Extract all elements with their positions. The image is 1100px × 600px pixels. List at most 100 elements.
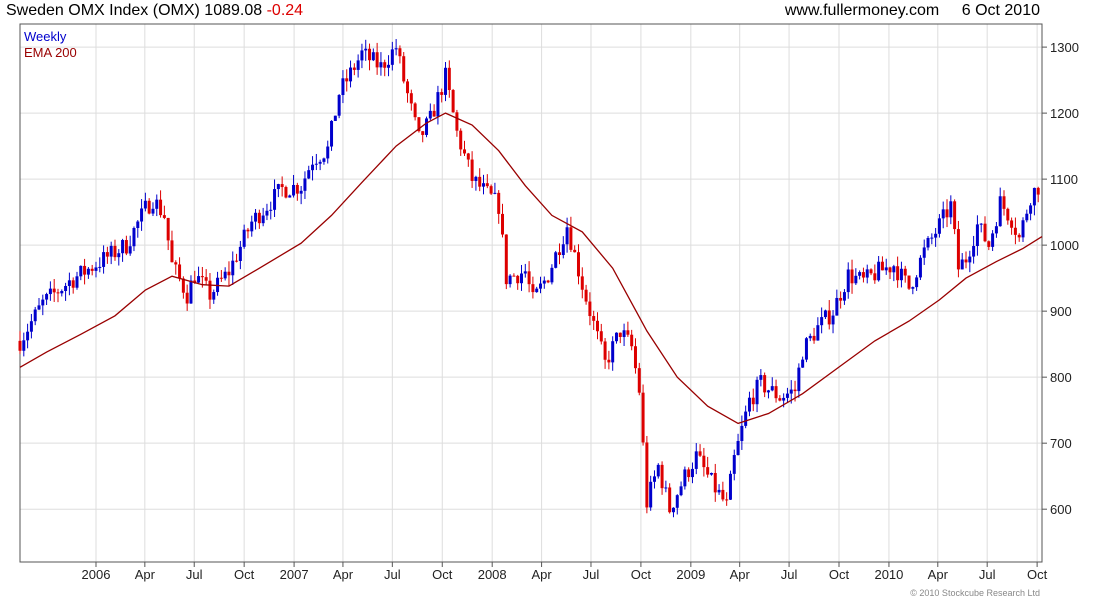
candle-body [242,229,246,247]
candle-body [683,469,687,487]
candle-body [949,201,953,218]
candle-body [896,266,900,281]
candle-body [181,278,185,293]
candle-body [926,237,930,248]
x-tick-label: Jul [186,567,203,582]
candle-body [535,288,539,293]
candle-body [687,469,691,478]
x-tick-label: Jul [583,567,600,582]
candle-body [284,187,288,198]
chart-date: 6 Oct 2010 [961,2,1040,19]
candle-body [789,389,793,394]
candle-body [162,215,166,218]
candle-body [94,267,98,271]
candle-body [880,261,884,271]
candle-body [869,269,873,274]
x-tick-label: 2009 [676,567,705,582]
candle-body [147,200,151,214]
candle-body [953,201,957,230]
candle-body [368,48,372,61]
candle-body [124,240,128,254]
x-tick-label: Oct [829,567,850,582]
candle-body [778,398,782,401]
candle-body [250,221,254,232]
candle-body [26,331,30,341]
candle-body [975,224,979,247]
candle-body [345,78,349,82]
candle-body [865,269,869,278]
candle-body [706,467,710,475]
candle-body [584,289,588,302]
candle-body [383,62,387,68]
candle-body [185,292,189,304]
candle-body [820,317,824,326]
candle-body [1017,234,1021,238]
last-price: 1089.08 [204,2,263,19]
candle-body [531,284,535,293]
candle-body [523,271,527,274]
candle-body [816,325,820,341]
candle-body [235,260,239,262]
candle-body [170,240,174,263]
x-tick-label: Apr [333,567,354,582]
candle-body [413,103,417,118]
candle-body [835,297,839,316]
candle-body [155,199,159,209]
candle-body [774,386,778,399]
candle-body [330,120,334,147]
candle-body [671,507,675,513]
candle-body [721,489,725,500]
candle-body [364,48,368,51]
candle-body [428,110,432,119]
candle-body [444,67,448,95]
candle-body [174,262,178,265]
candle-body [311,164,315,171]
candle-body [846,269,850,293]
candle-body [151,208,155,214]
candle-body [717,489,721,493]
candle-body [649,481,653,508]
candle-body [911,287,915,289]
candle-body [945,209,949,218]
candle-body [873,273,877,281]
candle-body [29,321,33,332]
candle-body [132,227,136,247]
site-link[interactable]: www.fullermoney.com [784,2,940,19]
candle-body [934,233,938,238]
candle-body [941,209,945,219]
candle-body [839,297,843,301]
candle-body [75,276,79,288]
y-tick-label: 1000 [1050,238,1079,253]
candle-body [801,359,805,368]
candle-body [595,320,599,332]
candle-body [406,81,410,94]
candle-body [892,266,896,273]
x-tick-label: Oct [1027,567,1048,582]
candle-body [888,267,892,273]
x-tick-label: Oct [432,567,453,582]
candle-body [113,245,117,258]
candle-body [877,261,881,281]
candle-body [197,276,201,283]
price-change: -0.24 [266,2,304,19]
candle-body [766,390,770,393]
candle-body [90,268,94,271]
y-tick-label: 700 [1050,436,1072,451]
x-tick-label: Jul [979,567,996,582]
candle-body [37,305,41,310]
candle-body [576,252,580,277]
candle-body [504,234,508,285]
candle-body [1013,227,1017,235]
candle-body [755,379,759,405]
candle-body [314,163,318,165]
candle-body [45,294,49,300]
candle-body [204,277,208,281]
candle-body [493,192,497,194]
candle-body [402,56,406,82]
candle-body [143,200,147,209]
candle-body [447,67,451,91]
candle-body [831,315,835,325]
candle-body [299,190,303,194]
candle-body [668,487,672,513]
candle-body [618,332,622,337]
